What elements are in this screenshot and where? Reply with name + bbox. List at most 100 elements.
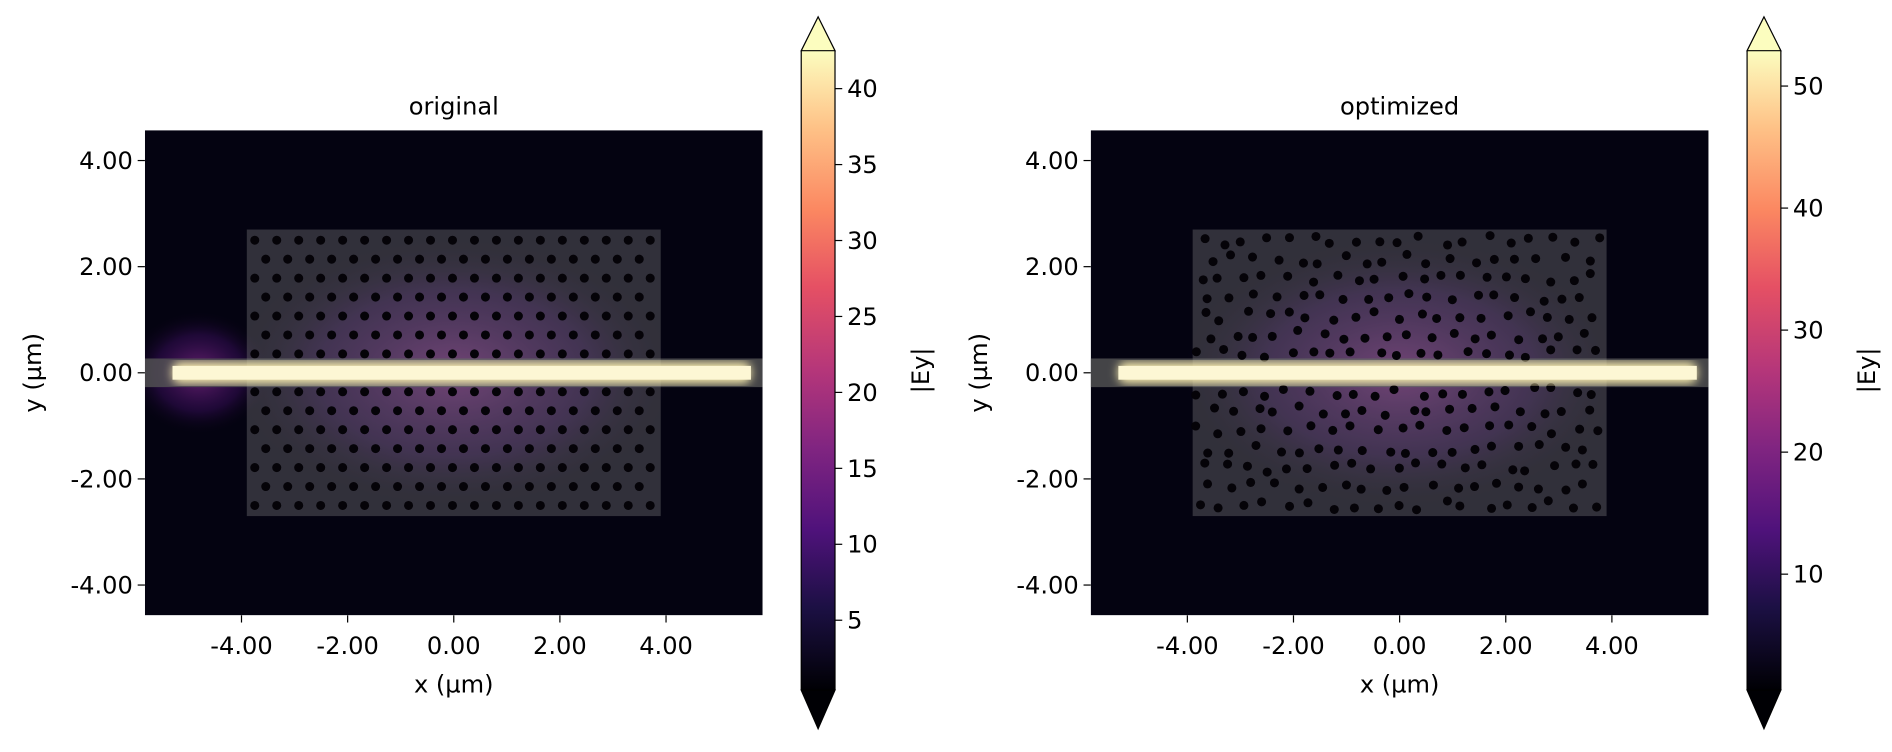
hole bbox=[1556, 407, 1566, 417]
hole bbox=[316, 500, 326, 510]
hole bbox=[1436, 270, 1446, 280]
hole bbox=[1246, 477, 1256, 487]
hole bbox=[1502, 500, 1512, 510]
hole bbox=[1514, 482, 1524, 492]
hole bbox=[1491, 478, 1502, 488]
hole bbox=[382, 463, 392, 473]
hole bbox=[1384, 293, 1394, 303]
hole bbox=[458, 292, 468, 302]
colorbar bbox=[801, 50, 836, 691]
hole bbox=[1377, 348, 1387, 358]
hole bbox=[447, 311, 458, 321]
hole bbox=[1324, 238, 1334, 248]
hole bbox=[436, 254, 447, 264]
hole bbox=[502, 481, 512, 492]
hole bbox=[1457, 389, 1467, 399]
chart-title: optimized bbox=[1340, 93, 1459, 121]
hole bbox=[1585, 256, 1595, 266]
hole bbox=[634, 444, 644, 454]
hole bbox=[1442, 496, 1452, 506]
hole bbox=[1281, 464, 1291, 474]
hole bbox=[1248, 289, 1258, 299]
hole bbox=[1213, 429, 1223, 439]
hole bbox=[294, 349, 304, 359]
hole bbox=[371, 330, 381, 340]
hole bbox=[1457, 237, 1467, 247]
hole bbox=[1542, 312, 1552, 322]
hole bbox=[1486, 441, 1496, 451]
hole bbox=[261, 406, 271, 416]
hole bbox=[349, 330, 359, 340]
hole bbox=[1449, 328, 1459, 338]
hole bbox=[1340, 409, 1351, 419]
hole bbox=[283, 444, 293, 454]
hole bbox=[1486, 330, 1496, 340]
hole bbox=[1284, 307, 1294, 317]
hole bbox=[1402, 249, 1412, 259]
hole bbox=[623, 425, 633, 435]
colorbar-tick-label: 40 bbox=[847, 75, 878, 103]
hole bbox=[250, 349, 260, 359]
hole bbox=[568, 254, 578, 264]
hole bbox=[327, 444, 337, 454]
hole bbox=[623, 500, 633, 510]
hole bbox=[480, 481, 490, 492]
hole bbox=[272, 463, 282, 473]
hole bbox=[393, 406, 403, 416]
hole bbox=[1416, 348, 1426, 358]
hole bbox=[1318, 409, 1328, 419]
hole bbox=[1360, 333, 1370, 343]
hole bbox=[1236, 427, 1246, 437]
hole bbox=[623, 463, 633, 473]
hole bbox=[436, 330, 447, 340]
hole bbox=[283, 481, 293, 492]
hole bbox=[349, 406, 359, 416]
hole bbox=[1454, 483, 1464, 493]
hole bbox=[480, 444, 490, 454]
hole bbox=[1487, 503, 1497, 513]
hole bbox=[393, 330, 403, 340]
hole bbox=[272, 311, 282, 321]
hole bbox=[1569, 276, 1579, 286]
hole bbox=[1561, 442, 1571, 452]
hole bbox=[426, 500, 436, 510]
hole bbox=[404, 311, 414, 321]
hole bbox=[393, 254, 403, 264]
hole bbox=[382, 235, 392, 245]
hole bbox=[469, 500, 479, 510]
hole bbox=[491, 235, 501, 245]
hole bbox=[1573, 388, 1583, 398]
hole bbox=[458, 444, 468, 454]
hole bbox=[415, 292, 425, 302]
hole bbox=[338, 349, 348, 359]
hole bbox=[634, 406, 644, 416]
hole bbox=[546, 444, 556, 454]
hole bbox=[590, 444, 600, 454]
y-tick-label: 4.00 bbox=[1025, 147, 1079, 175]
y-tick-label: -2.00 bbox=[70, 465, 132, 493]
hole bbox=[458, 330, 468, 340]
hole bbox=[360, 311, 370, 321]
chart-title: original bbox=[409, 93, 499, 121]
hole bbox=[272, 500, 282, 510]
hole bbox=[1226, 250, 1236, 260]
hole bbox=[316, 463, 326, 473]
hole bbox=[447, 349, 458, 359]
hole bbox=[1255, 404, 1265, 414]
hole bbox=[305, 292, 315, 302]
hole bbox=[1484, 387, 1494, 397]
hole bbox=[1210, 403, 1220, 413]
hole bbox=[546, 406, 556, 416]
hole bbox=[1428, 448, 1438, 458]
x-tick-label: 2.00 bbox=[533, 632, 587, 660]
y-tick-label: -4.00 bbox=[70, 571, 132, 599]
hole bbox=[1233, 331, 1243, 341]
hole bbox=[535, 463, 545, 473]
hole bbox=[612, 444, 622, 454]
hole bbox=[1476, 313, 1486, 323]
hole bbox=[535, 500, 545, 510]
hole bbox=[1391, 350, 1401, 360]
heatmap-panel: -4.00 -2.00 0.00 2.00 4.00 -4.00 -2.00 0.00 2.00… bbox=[19, 15, 935, 731]
hole bbox=[1548, 232, 1558, 242]
hole bbox=[1382, 485, 1392, 495]
